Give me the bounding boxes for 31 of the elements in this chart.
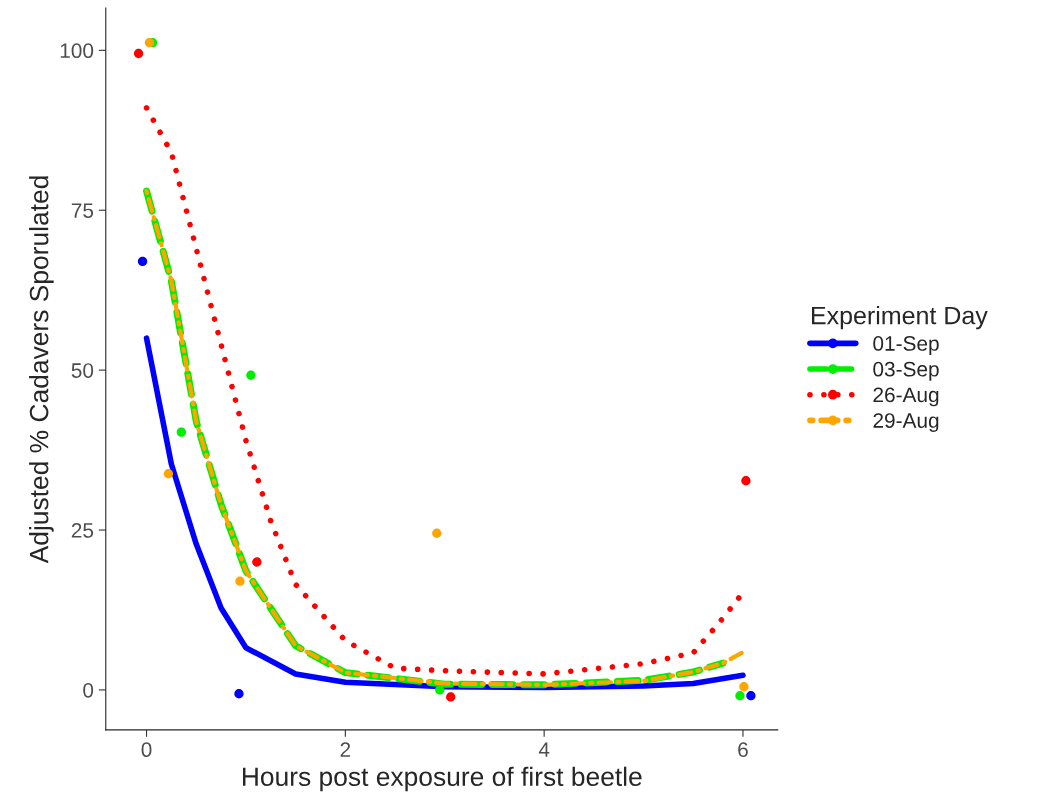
point: [246, 370, 256, 380]
point: [739, 682, 749, 692]
point: [746, 691, 756, 701]
point: [176, 427, 186, 437]
x-axis-title: Hours post exposure of first beetle: [242, 766, 642, 792]
y-tick-label: 0: [83, 682, 94, 698]
x-tick-label: 2: [340, 742, 351, 757]
y-tick-label: 25: [71, 523, 94, 538]
x-tick-label: 4: [538, 742, 550, 757]
point: [252, 557, 262, 567]
legend-label: 26-Aug: [873, 387, 939, 407]
point: [133, 48, 144, 59]
point: [735, 691, 745, 701]
y-tick-label: 100: [60, 43, 94, 59]
point: [235, 576, 245, 586]
y-tick-label: 75: [71, 203, 94, 218]
legend-label: 01-Sep: [873, 336, 939, 355]
point: [435, 685, 445, 695]
legend-label: 03-Sep: [873, 361, 939, 381]
x-tick-label: 0: [141, 742, 152, 758]
point: [163, 469, 174, 479]
point: [446, 692, 456, 702]
point: [137, 256, 148, 267]
point: [741, 476, 751, 486]
x-tick-label: 6: [738, 742, 748, 758]
y-axis-title: Adjusted % Cadavers Sporulated: [29, 176, 54, 564]
y-tick-label: 50: [71, 363, 94, 378]
point: [432, 528, 442, 538]
legend-label: 29-Aug: [873, 413, 939, 432]
point: [234, 689, 244, 699]
legend-title: Experiment Day: [811, 306, 988, 330]
